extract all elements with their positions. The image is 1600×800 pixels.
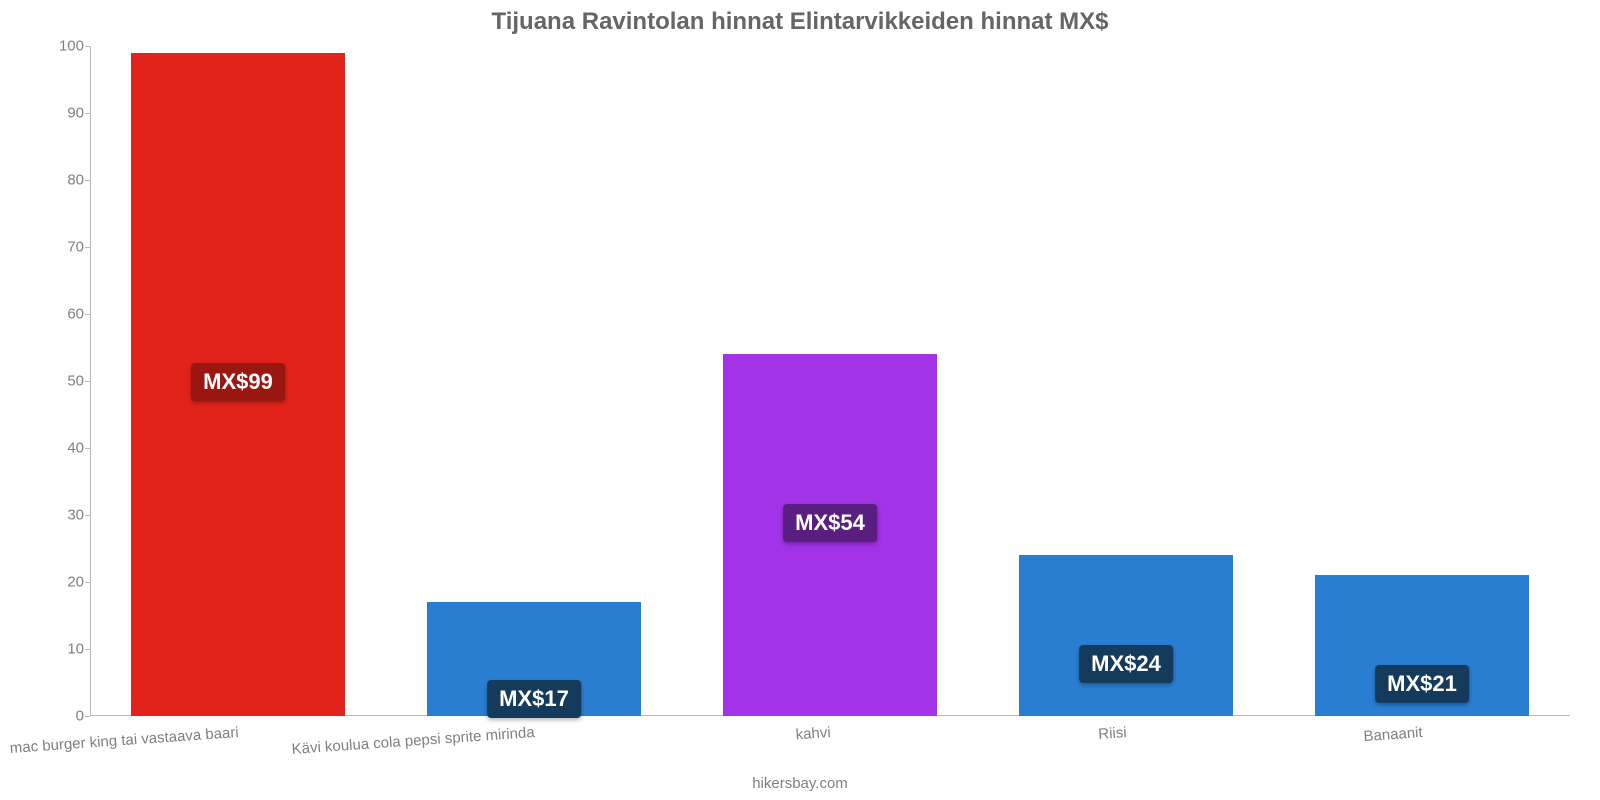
y-tick-label: 40 bbox=[67, 440, 84, 457]
y-tick-mark bbox=[85, 381, 90, 382]
y-tick-label: 90 bbox=[67, 105, 84, 122]
y-tick-mark bbox=[85, 515, 90, 516]
x-category-label: Kävi koulua cola pepsi sprite mirinda bbox=[291, 724, 535, 758]
y-tick-label: 20 bbox=[67, 574, 84, 591]
x-category-label: mac burger king tai vastaava baari bbox=[9, 724, 239, 757]
bar-value-label: MX$99 bbox=[191, 363, 285, 401]
bar-value-label: MX$24 bbox=[1079, 645, 1173, 683]
chart-container: Tijuana Ravintolan hinnat Elintarvikkeid… bbox=[0, 0, 1600, 800]
y-tick-mark bbox=[85, 582, 90, 583]
x-category-label: Riisi bbox=[1098, 724, 1127, 743]
bar-value-label: MX$21 bbox=[1375, 665, 1469, 703]
chart-footer: hikersbay.com bbox=[0, 775, 1600, 792]
y-tick-mark bbox=[85, 180, 90, 181]
y-tick-mark bbox=[85, 448, 90, 449]
bars-group: MX$99 MX$17 MX$54 MX$24 MX$21 bbox=[90, 46, 1570, 716]
y-tick-label: 30 bbox=[67, 507, 84, 524]
y-tick-label: 80 bbox=[67, 172, 84, 189]
y-tick-label: 70 bbox=[67, 239, 84, 256]
x-category-label: Banaanit bbox=[1363, 724, 1423, 745]
y-tick-label: 10 bbox=[67, 641, 84, 658]
y-tick-mark bbox=[85, 649, 90, 650]
y-tick-mark bbox=[85, 247, 90, 248]
chart-title: Tijuana Ravintolan hinnat Elintarvikkeid… bbox=[0, 8, 1600, 36]
y-tick-label: 100 bbox=[59, 38, 84, 55]
bar-value-label: MX$54 bbox=[783, 504, 877, 542]
plot-area: MX$99MX$17MX$54MX$24MX$21 01020304050607… bbox=[90, 46, 1570, 716]
y-tick-mark bbox=[85, 716, 90, 717]
y-tick-label: 60 bbox=[67, 306, 84, 323]
y-tick-label: 50 bbox=[67, 373, 84, 390]
x-category-label: kahvi bbox=[795, 724, 831, 743]
y-tick-mark bbox=[85, 46, 90, 47]
y-tick-mark bbox=[85, 314, 90, 315]
y-tick-label: 0 bbox=[76, 708, 84, 725]
bar-value-label: MX$17 bbox=[487, 680, 581, 718]
y-tick-mark bbox=[85, 113, 90, 114]
bar bbox=[1019, 555, 1232, 716]
